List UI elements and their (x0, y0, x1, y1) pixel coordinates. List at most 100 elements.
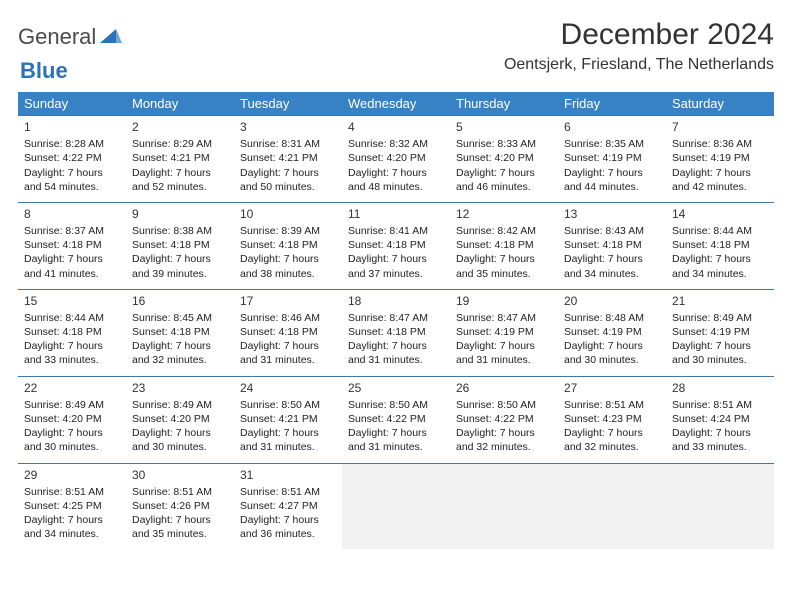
daylight-line: Daylight: 7 hours and 33 minutes. (672, 426, 768, 454)
calendar-day-cell: 1Sunrise: 8:28 AMSunset: 4:22 PMDaylight… (18, 116, 126, 203)
sunrise-line: Sunrise: 8:49 AM (672, 311, 768, 325)
daylight-line: Daylight: 7 hours and 31 minutes. (456, 339, 552, 367)
daylight-line: Daylight: 7 hours and 31 minutes. (240, 426, 336, 454)
sunrise-line: Sunrise: 8:49 AM (132, 398, 228, 412)
day-number: 2 (132, 119, 228, 135)
daylight-line: Daylight: 7 hours and 32 minutes. (564, 426, 660, 454)
sunset-line: Sunset: 4:18 PM (348, 238, 444, 252)
day-number: 20 (564, 293, 660, 309)
daylight-line: Daylight: 7 hours and 38 minutes. (240, 252, 336, 280)
daylight-line: Daylight: 7 hours and 32 minutes. (456, 426, 552, 454)
day-number: 8 (24, 206, 120, 222)
sunset-line: Sunset: 4:18 PM (132, 325, 228, 339)
calendar-day-cell: 30 Sunrise: 8:51 AMSunset: 4:26 PMDayligh… (126, 463, 234, 549)
calendar-day-cell: 2Sunrise: 8:29 AMSunset: 4:21 PMDaylight… (126, 116, 234, 203)
day-number: 31 (240, 467, 336, 483)
daylight-line: Daylight: 7 hours and 34 minutes. (672, 252, 768, 280)
sunset-line: Sunset: 4:21 PM (132, 151, 228, 165)
daylight-line: Daylight: 7 hours and 33 minutes. (24, 339, 120, 367)
sunset-line: Sunset: 4:20 PM (348, 151, 444, 165)
sunrise-line: Sunrise: 8:51 AM (672, 398, 768, 412)
sunrise-line: Sunrise: 8:43 AM (564, 224, 660, 238)
calendar-day-cell: 9Sunrise: 8:38 AMSunset: 4:18 PMDaylight… (126, 202, 234, 289)
calendar-body: 1Sunrise: 8:28 AMSunset: 4:22 PMDaylight… (18, 116, 774, 550)
day-number: 9 (132, 206, 228, 222)
calendar-day-cell (342, 463, 450, 549)
sunset-line: Sunset: 4:18 PM (132, 238, 228, 252)
calendar-day-cell: 8Sunrise: 8:37 AMSunset: 4:18 PMDaylight… (18, 202, 126, 289)
calendar-day-cell: 17 Sunrise: 8:46 AMSunset: 4:18 PMDayligh… (234, 289, 342, 376)
sunrise-line: Sunrise: 8:51 AM (24, 485, 120, 499)
day-number: 17 (240, 293, 336, 309)
sunrise-line: Sunrise: 8:45 AM (132, 311, 228, 325)
calendar-day-cell: 15Sunrise: 8:44 AMSunset: 4:18 PMDayligh… (18, 289, 126, 376)
sunrise-line: Sunrise: 8:51 AM (564, 398, 660, 412)
sunrise-line: Sunrise: 8:46 AM (240, 311, 336, 325)
day-number: 11 (348, 206, 444, 222)
day-header: Tuesday (234, 92, 342, 116)
day-number: 29 (24, 467, 120, 483)
sunset-line: Sunset: 4:19 PM (672, 151, 768, 165)
calendar-day-cell: 13Sunrise: 8:43 AMSunset: 4:18 PMDayligh… (558, 202, 666, 289)
day-number: 30 (132, 467, 228, 483)
sunrise-line: Sunrise: 8:49 AM (24, 398, 120, 412)
daylight-line: Daylight: 7 hours and 42 minutes. (672, 166, 768, 194)
sunset-line: Sunset: 4:22 PM (24, 151, 120, 165)
daylight-line: Daylight: 7 hours and 46 minutes. (456, 166, 552, 194)
sunrise-line: Sunrise: 8:51 AM (132, 485, 228, 499)
sunset-line: Sunset: 4:18 PM (240, 238, 336, 252)
calendar-day-cell: 16Sunrise: 8:45 AMSunset: 4:18 PMDayligh… (126, 289, 234, 376)
daylight-line: Daylight: 7 hours and 54 minutes. (24, 166, 120, 194)
daylight-line: Daylight: 7 hours and 32 minutes. (132, 339, 228, 367)
daylight-line: Daylight: 7 hours and 52 minutes. (132, 166, 228, 194)
sunset-line: Sunset: 4:18 PM (564, 238, 660, 252)
day-number: 18 (348, 293, 444, 309)
daylight-line: Daylight: 7 hours and 31 minutes. (240, 339, 336, 367)
sunset-line: Sunset: 4:18 PM (240, 325, 336, 339)
daylight-line: Daylight: 7 hours and 30 minutes. (672, 339, 768, 367)
sunrise-line: Sunrise: 8:50 AM (456, 398, 552, 412)
sunrise-line: Sunrise: 8:47 AM (456, 311, 552, 325)
day-header: Monday (126, 92, 234, 116)
day-number: 14 (672, 206, 768, 222)
daylight-line: Daylight: 7 hours and 48 minutes. (348, 166, 444, 194)
sunset-line: Sunset: 4:18 PM (24, 238, 120, 252)
daylight-line: Daylight: 7 hours and 35 minutes. (132, 513, 228, 541)
calendar-day-cell: 20Sunrise: 8:48 AMSunset: 4:19 PMDayligh… (558, 289, 666, 376)
day-number: 23 (132, 380, 228, 396)
sunset-line: Sunset: 4:25 PM (24, 499, 120, 513)
calendar-day-cell: 19Sunrise: 8:47 AMSunset: 4:19 PMDayligh… (450, 289, 558, 376)
sunset-line: Sunset: 4:18 PM (24, 325, 120, 339)
day-number: 10 (240, 206, 336, 222)
sunrise-line: Sunrise: 8:31 AM (240, 137, 336, 151)
sunset-line: Sunset: 4:18 PM (672, 238, 768, 252)
sunset-line: Sunset: 4:20 PM (132, 412, 228, 426)
daylight-line: Daylight: 7 hours and 34 minutes. (24, 513, 120, 541)
calendar-day-cell: 24Sunrise: 8:50 AMSunset: 4:21 PMDayligh… (234, 376, 342, 463)
sunrise-line: Sunrise: 8:36 AM (672, 137, 768, 151)
logo-text-general: General (18, 24, 96, 50)
day-header-row: Sunday Monday Tuesday Wednesday Thursday… (18, 92, 774, 116)
sunrise-line: Sunrise: 8:47 AM (348, 311, 444, 325)
sunrise-line: Sunrise: 8:50 AM (240, 398, 336, 412)
calendar-week-row: 22Sunrise: 8:49 AMSunset: 4:20 PMDayligh… (18, 376, 774, 463)
sunrise-line: Sunrise: 8:48 AM (564, 311, 660, 325)
day-number: 26 (456, 380, 552, 396)
day-number: 5 (456, 119, 552, 135)
calendar-day-cell: 25Sunrise: 8:50 AMSunset: 4:22 PMDayligh… (342, 376, 450, 463)
daylight-line: Daylight: 7 hours and 30 minutes. (24, 426, 120, 454)
calendar-week-row: 29Sunrise: 8:51 AMSunset: 4:25 PMDayligh… (18, 463, 774, 549)
sunrise-line: Sunrise: 8:39 AM (240, 224, 336, 238)
logo: General (18, 24, 124, 50)
day-header: Friday (558, 92, 666, 116)
calendar-week-row: 8Sunrise: 8:37 AMSunset: 4:18 PMDaylight… (18, 202, 774, 289)
sunset-line: Sunset: 4:24 PM (672, 412, 768, 426)
calendar-day-cell: 3Sunrise: 8:31 AMSunset: 4:21 PMDaylight… (234, 116, 342, 203)
calendar-week-row: 15Sunrise: 8:44 AMSunset: 4:18 PMDayligh… (18, 289, 774, 376)
day-number: 21 (672, 293, 768, 309)
calendar-day-cell (450, 463, 558, 549)
sunset-line: Sunset: 4:26 PM (132, 499, 228, 513)
logo-text-blue: Blue (20, 58, 68, 83)
day-header: Saturday (666, 92, 774, 116)
sunrise-line: Sunrise: 8:37 AM (24, 224, 120, 238)
